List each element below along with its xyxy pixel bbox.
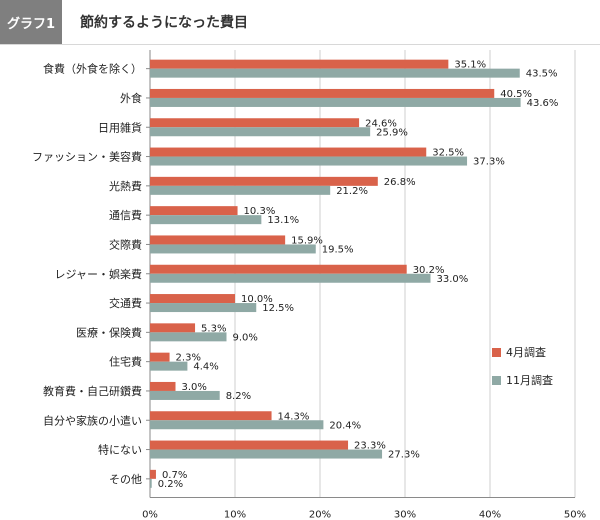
data-label: 20.4% (329, 420, 361, 431)
category-label: ファッション・美容費 (32, 150, 142, 164)
x-tick-label: 50% (564, 510, 586, 520)
chart-header: グラフ1 節約するようになった費目 (0, 0, 600, 45)
bar-april (150, 294, 235, 304)
data-label: 40.5% (500, 89, 532, 100)
bar-april (150, 323, 196, 333)
data-label: 24.6% (365, 118, 397, 129)
bar-november (150, 303, 257, 313)
bar-november (150, 127, 371, 137)
data-label: 2.3% (176, 353, 201, 364)
bar-november (150, 361, 188, 371)
data-label: 26.8% (384, 177, 416, 188)
data-label: 10.3% (244, 206, 276, 217)
x-tick-label: 30% (394, 510, 416, 520)
data-label: 13.1% (267, 215, 299, 226)
category-label: 外食 (120, 91, 142, 105)
data-label: 14.3% (278, 411, 310, 422)
category-label: 日用雑貨 (98, 120, 142, 134)
x-tick-label: 20% (309, 510, 331, 520)
category-label: 光熱費 (109, 179, 142, 193)
data-label: 0.2% (158, 479, 183, 490)
bar-november (150, 244, 316, 254)
category-label: 交通費 (109, 296, 142, 310)
category-label: 自分や家族の小遣い (43, 413, 142, 427)
bar-november (150, 449, 383, 459)
data-label: 33.0% (437, 274, 469, 285)
x-tick-label: 40% (479, 510, 501, 520)
legend-swatch (492, 348, 501, 357)
bar-april (150, 469, 156, 479)
bar-chart: 0% 10% 20% 30% 40% 50% 食費（外食を除く） 35.1% 43.5% 外食 40… (32, 50, 586, 520)
data-label: 3.0% (182, 382, 207, 393)
bar-april (150, 206, 238, 216)
bar-april (150, 440, 349, 450)
x-tick-label: 0% (142, 510, 158, 520)
data-label: 21.2% (336, 186, 368, 197)
data-label: 9.0% (233, 332, 258, 343)
category-label: 特にない (98, 443, 142, 457)
category-label: 医療・保険費 (76, 325, 142, 339)
bar-november (150, 68, 520, 78)
bar-april (150, 176, 378, 186)
data-label: 32.5% (432, 148, 464, 159)
data-label: 25.9% (376, 127, 408, 138)
data-label: 4.4% (193, 362, 218, 373)
data-label: 27.3% (388, 450, 420, 461)
data-label: 0.7% (162, 470, 187, 481)
data-label: 30.2% (413, 265, 445, 276)
bar-november (150, 420, 324, 430)
bar-november (150, 332, 227, 342)
category-label: レジャー・娯楽費 (55, 267, 142, 281)
bar-april (150, 88, 495, 98)
bar-april (150, 59, 449, 69)
chart-title: 節約するようになった費目 (80, 15, 248, 31)
data-label: 12.5% (262, 303, 294, 314)
data-label: 23.3% (354, 441, 386, 452)
bar-november (150, 390, 220, 400)
bar-april (150, 264, 407, 274)
category-label: 交際費 (109, 237, 142, 251)
legend-label: 11月調査 (506, 373, 553, 387)
category-label: 教育費・自己研鑽費 (43, 384, 142, 398)
data-label: 5.3% (201, 323, 226, 334)
category-label: 食費（外食を除く） (43, 62, 142, 76)
data-label: 10.0% (241, 294, 273, 305)
data-label: 15.9% (291, 235, 323, 246)
category-label: 住宅費 (109, 355, 142, 369)
figure-badge: グラフ1 (0, 0, 62, 44)
x-tick-label: 10% (224, 510, 246, 520)
bar-april (150, 381, 176, 391)
data-label: 35.1% (454, 60, 486, 71)
bar-april (150, 235, 286, 245)
legend-label: 4月調査 (506, 345, 546, 359)
category-label: 通信費 (109, 208, 142, 222)
data-label: 19.5% (322, 244, 354, 255)
bar-november (150, 156, 468, 166)
data-label: 43.6% (527, 98, 559, 109)
bar-november (150, 215, 262, 225)
bar-november (150, 185, 331, 195)
data-label: 37.3% (473, 157, 505, 168)
bar-april (150, 147, 427, 157)
bar-november (150, 97, 521, 107)
data-label: 43.5% (526, 69, 558, 80)
category-label: その他 (109, 473, 142, 486)
bar-november (150, 273, 431, 283)
legend-swatch (492, 376, 501, 385)
bar-april (150, 411, 272, 421)
data-label: 8.2% (226, 391, 251, 402)
bar-november (150, 478, 152, 488)
bar-april (150, 352, 170, 362)
bar-april (150, 118, 360, 128)
